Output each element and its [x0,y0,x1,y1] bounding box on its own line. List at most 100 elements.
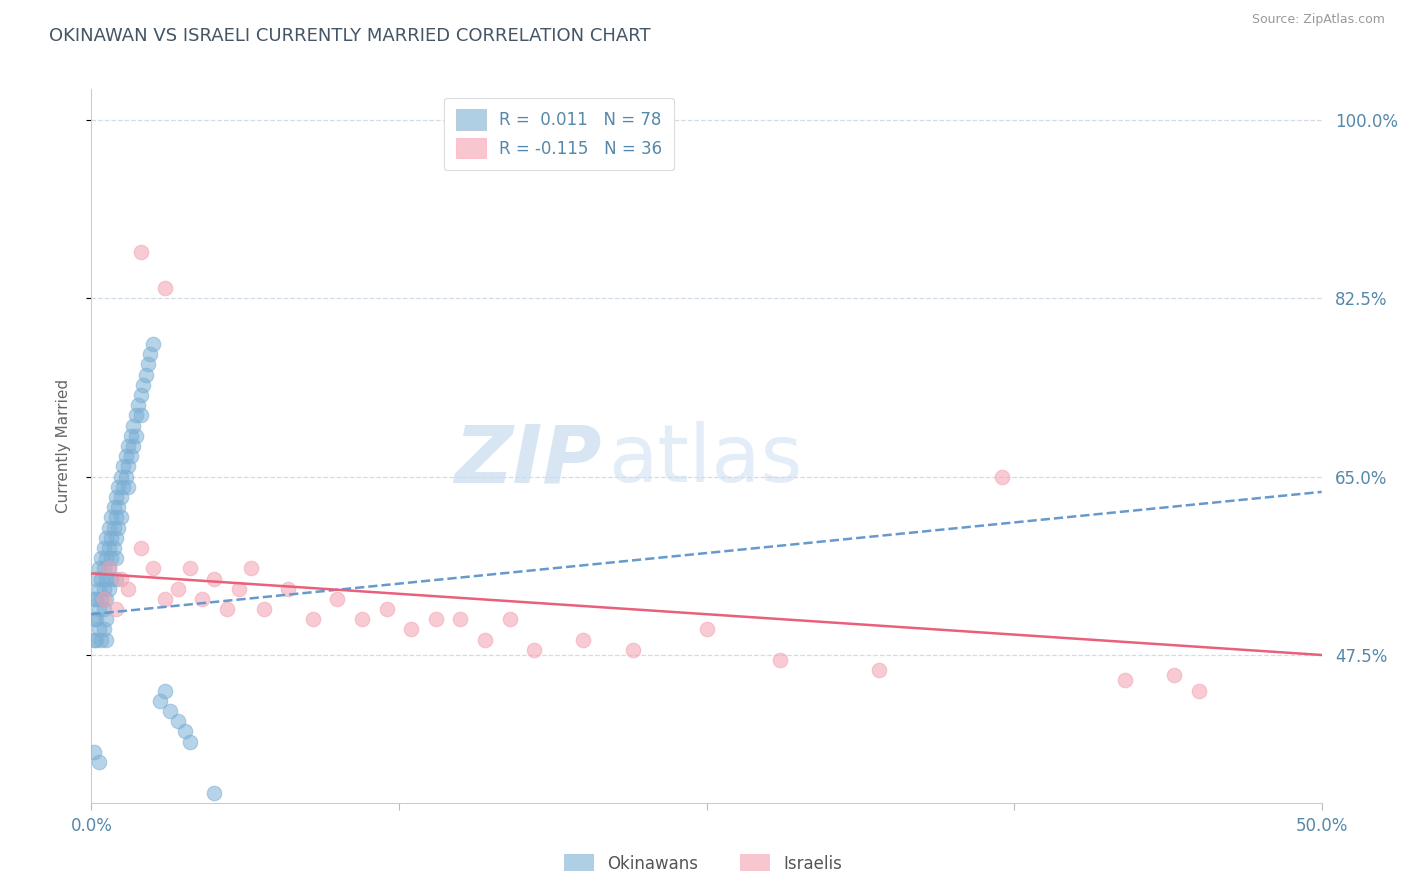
Point [97,561,120,575]
Point [1187,683,1209,698]
Point [523,643,546,657]
Point [105,602,127,616]
Point [87,561,110,575]
Point [93,582,115,596]
Point [215,602,238,616]
Point [97,582,120,596]
Point [253,602,276,616]
Point [159,704,181,718]
Point [179,561,201,575]
Point [93,591,115,606]
Point [179,734,201,748]
Point [166,714,188,729]
Point [105,490,127,504]
Point [474,632,496,647]
Point [97,561,120,575]
Point [142,337,165,351]
Point [103,520,125,534]
Point [110,469,132,483]
Point [117,582,139,596]
Point [107,520,129,534]
Point [90,591,112,606]
Point [86,591,108,606]
Point [142,561,165,575]
Point [86,612,108,626]
Legend: Okinawans, Israelis: Okinawans, Israelis [557,847,849,880]
Point [124,429,146,443]
Point [621,643,644,657]
Point [93,602,115,616]
Point [174,724,197,739]
Point [149,694,172,708]
Point [695,623,717,637]
Point [120,429,142,443]
Point [120,449,142,463]
Point [100,551,122,566]
Point [87,582,110,596]
Point [107,500,129,515]
Point [191,591,214,606]
Point [97,520,120,534]
Point [240,561,263,575]
Point [103,541,125,555]
Point [96,591,117,606]
Y-axis label: Currently Married: Currently Married [56,379,70,513]
Point [105,572,127,586]
Point [498,612,520,626]
Point [135,368,156,382]
Point [122,418,145,433]
Point [769,653,792,667]
Point [136,358,159,372]
Point [277,582,299,596]
Point [110,490,132,504]
Point [83,632,105,647]
Point [129,245,152,260]
Point [375,602,398,616]
Point [129,388,152,402]
Point [202,572,225,586]
Point [93,541,115,555]
Point [93,561,115,575]
Point [117,480,139,494]
Point [301,612,323,626]
Point [153,281,177,295]
Point [399,623,422,637]
Point [1163,668,1185,682]
Point [90,551,112,566]
Point [97,541,120,555]
Point [90,572,112,586]
Point [166,582,188,596]
Point [100,510,122,524]
Point [449,612,471,626]
Point [103,500,125,515]
Point [124,409,146,423]
Point [228,582,250,596]
Point [87,755,110,769]
Point [87,602,110,616]
Point [117,459,139,474]
Point [129,409,152,423]
Point [326,591,349,606]
Point [110,510,132,524]
Text: Source: ZipAtlas.com: Source: ZipAtlas.com [1251,13,1385,27]
Point [96,551,117,566]
Point [153,683,177,698]
Point [114,449,138,463]
Point [86,632,108,647]
Point [83,591,105,606]
Point [87,623,110,637]
Text: ZIP: ZIP [454,421,602,500]
Point [425,612,447,626]
Point [868,663,890,677]
Point [112,459,135,474]
Point [110,572,132,586]
Point [112,480,135,494]
Point [117,439,139,453]
Point [96,572,117,586]
Point [83,612,105,626]
Point [96,632,117,647]
Point [86,572,108,586]
Point [105,510,127,524]
Point [1114,673,1136,688]
Point [990,469,1012,483]
